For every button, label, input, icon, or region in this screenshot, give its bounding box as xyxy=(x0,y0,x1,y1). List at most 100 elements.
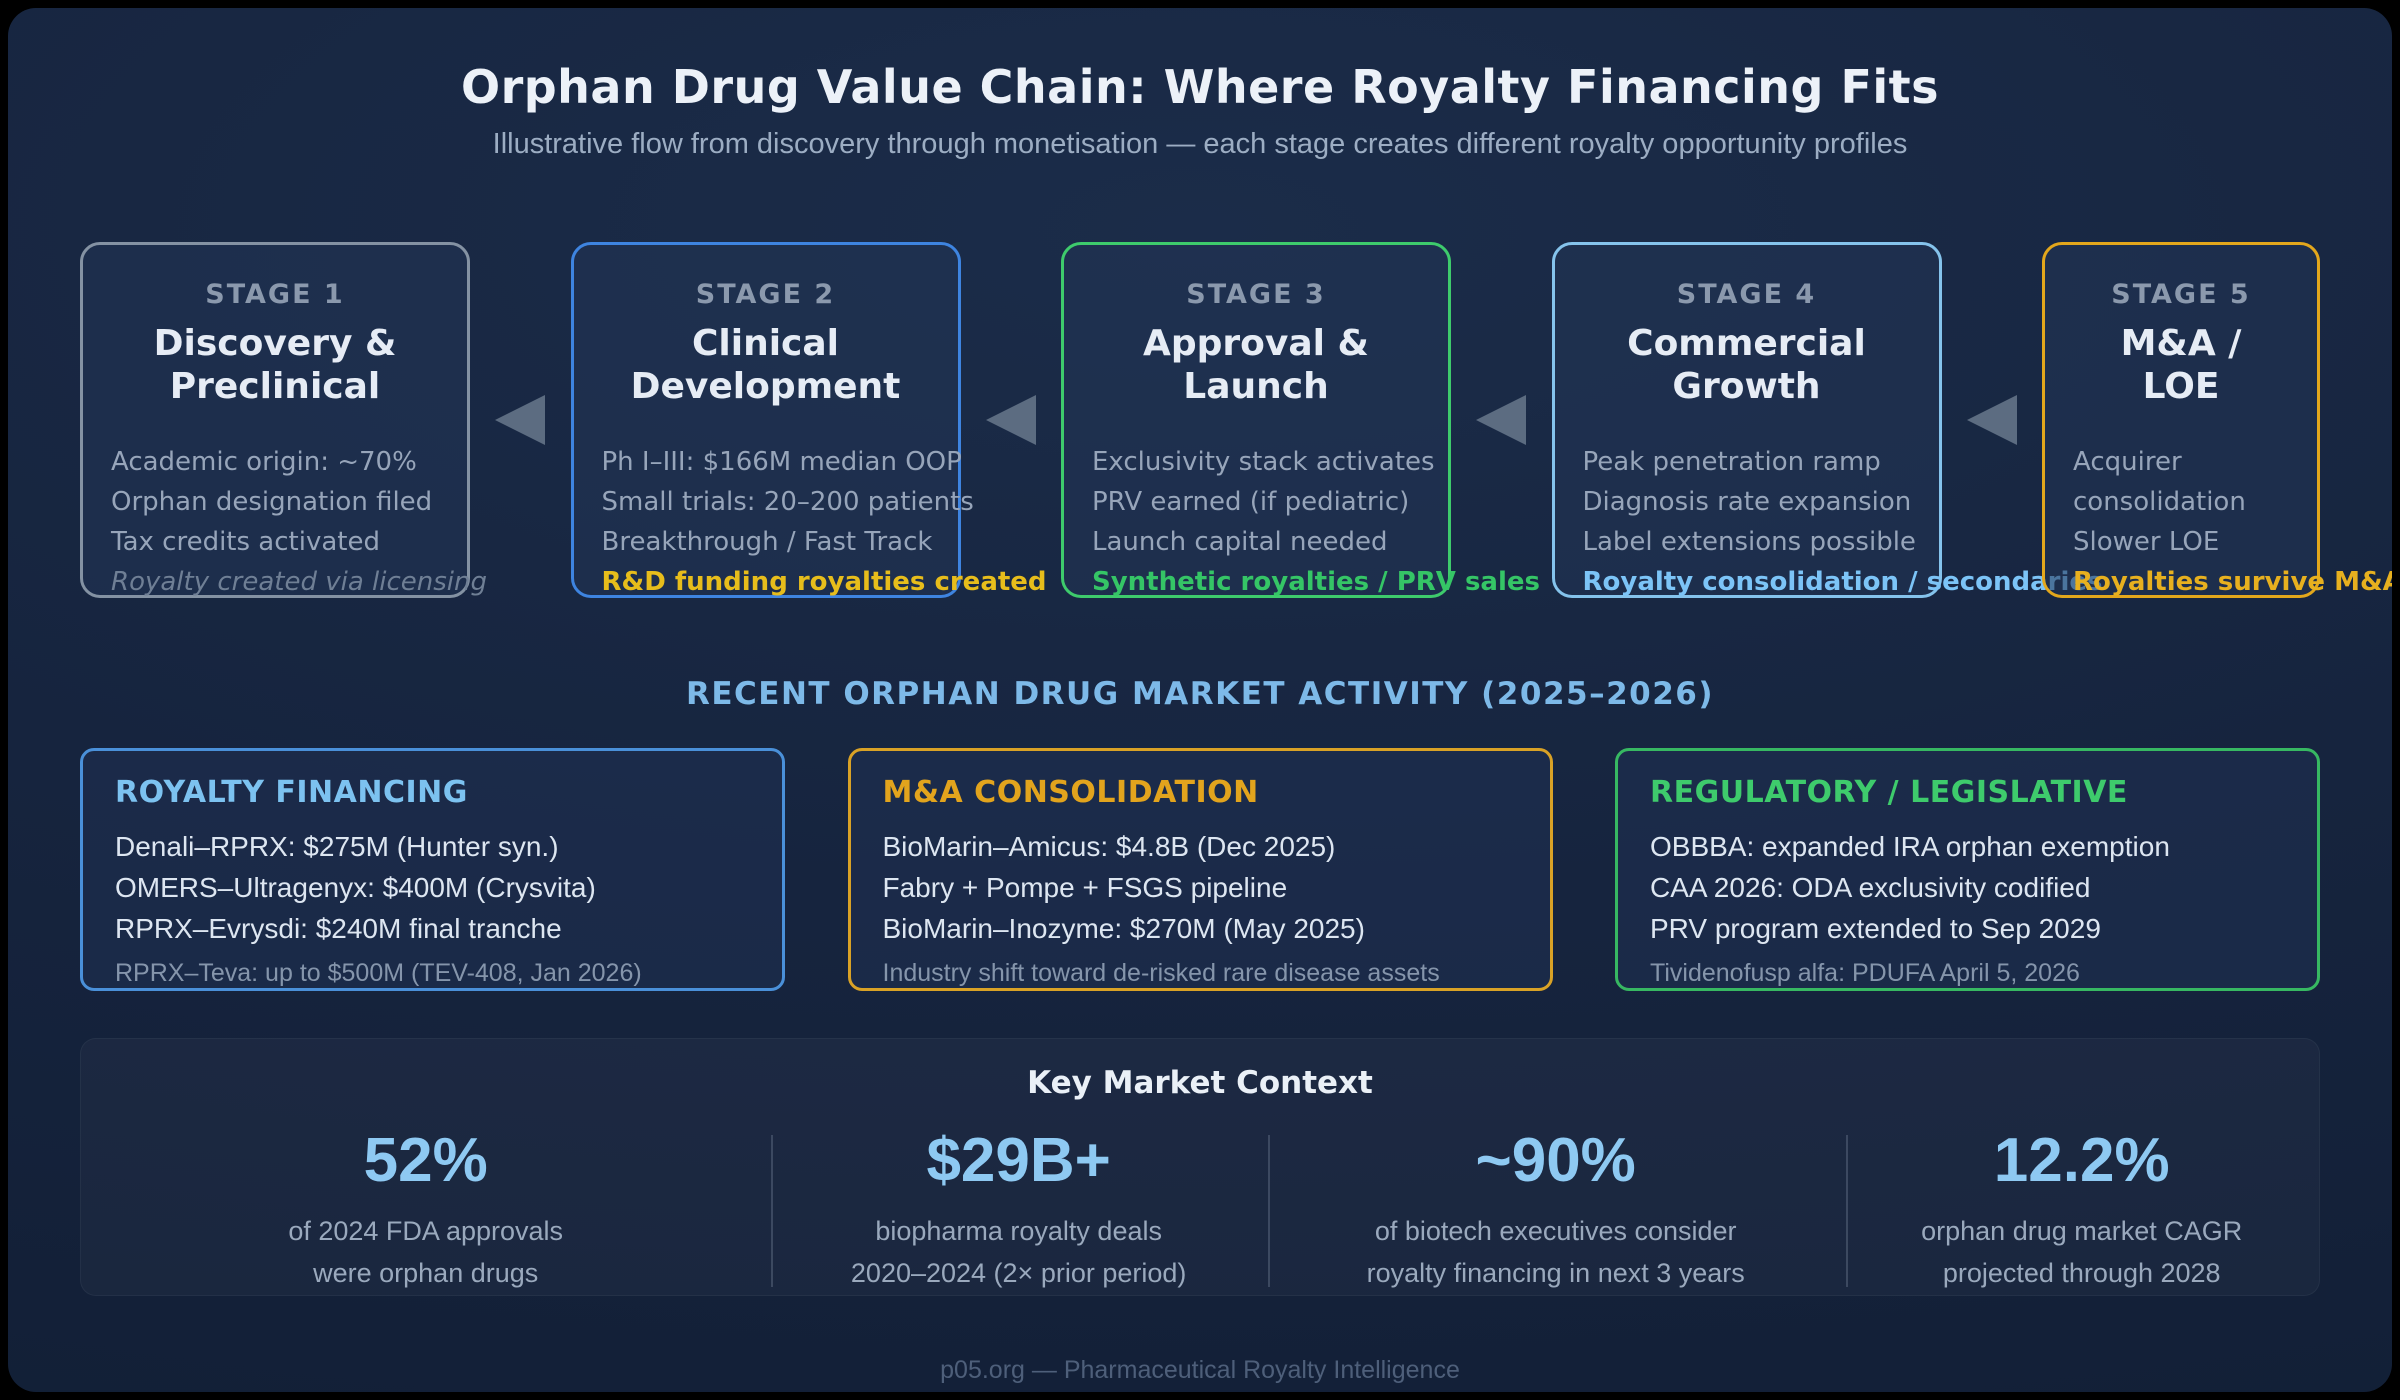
stat-exec-consideration: ~90% of biotech executives consider roya… xyxy=(1267,1126,1844,1295)
stage-card-3: STAGE 3 Approval & Launch Exclusivity st… xyxy=(1061,242,1540,598)
stage-title-line: Clinical xyxy=(691,323,840,364)
stat-caption-line: of biotech executives consider xyxy=(1374,1216,1737,1247)
market-line: RPRX–Evrysdi: $240M final tranche xyxy=(115,913,562,944)
market-card-heading: M&A CONSOLIDATION xyxy=(882,775,1259,810)
stage-features: Academic origin: ~70% Orphan designation… xyxy=(111,442,488,602)
stage-title-line: Discovery & xyxy=(153,323,397,364)
stat-value: 52% xyxy=(363,1126,488,1195)
stage-label: STAGE 5 xyxy=(2111,279,2251,310)
stage-feature: Launch capital needed xyxy=(1092,527,1388,558)
stat-caption: of biotech executives consider royalty f… xyxy=(1267,1211,1844,1295)
stat-caption: biopharma royalty deals 2020–2024 (2× pr… xyxy=(770,1211,1267,1295)
stage-label: STAGE 2 xyxy=(695,279,836,310)
market-card-ma-consolidation: M&A CONSOLIDATION BioMarin–Amicus: $4.8B… xyxy=(847,748,1553,991)
stage-label: STAGE 4 xyxy=(1676,279,1817,310)
stat-value: ~90% xyxy=(1475,1126,1636,1195)
context-stats: 52% of 2024 FDA approvals were orphan dr… xyxy=(81,1126,2319,1295)
stat-caption: of 2024 FDA approvals were orphan drugs xyxy=(81,1211,770,1295)
stage-feature: Exclusivity stack activates xyxy=(1092,447,1435,478)
stage-title-line: Approval & xyxy=(1143,323,1369,364)
stage-label: STAGE 3 xyxy=(1186,279,1326,310)
market-card-lines: BioMarin–Amicus: $4.8B (Dec 2025) Fabry … xyxy=(883,826,1518,949)
stat-caption-line: projected through 2028 xyxy=(1942,1258,2221,1289)
market-line: OBBBA: expanded IRA orphan exemption xyxy=(1650,831,2170,862)
market-line: PRV program extended to Sep 2029 xyxy=(1650,913,2101,944)
market-activity-row: ROYALTY FINANCING Denali–RPRX: $275M (Hu… xyxy=(80,748,2320,991)
stage-highlight: Royalty created via licensing xyxy=(111,567,488,598)
stage-feature: Ph I–III: $166M median OOP xyxy=(601,447,962,478)
stage-title: Commercial Growth xyxy=(1583,322,1911,408)
stat-caption: orphan drug market CAGR projected throug… xyxy=(1844,1211,2319,1295)
stage-title-line: Development xyxy=(630,366,901,408)
flow-arrow-left-icon xyxy=(1476,395,1527,445)
stage-feature: Small trials: 20–200 patients xyxy=(601,487,974,518)
market-card-regulatory-legislative: REGULATORY / LEGISLATIVE OBBBA: expanded… xyxy=(1615,748,2320,991)
stat-royalty-deals: $29B+ biopharma royalty deals 2020–2024 … xyxy=(770,1126,1267,1295)
stage-feature: Peak penetration ramp xyxy=(1582,447,1881,478)
market-line: BioMarin–Amicus: $4.8B (Dec 2025) xyxy=(882,831,1336,862)
stage-feature: Breakthrough / Fast Track xyxy=(601,527,933,558)
context-title: Key Market Context xyxy=(1027,1065,1373,1101)
stage-highlight: R&D funding royalties created xyxy=(601,567,1047,598)
stat-caption-line: were orphan drugs xyxy=(313,1258,539,1289)
stage-highlight: Royalty consolidation / secondaries xyxy=(1582,567,2103,598)
page-subtitle: Illustrative flow from discovery through… xyxy=(492,128,1908,160)
stage-card-4: STAGE 4 Commercial Growth Peak penetrati… xyxy=(1551,242,2103,598)
stage-card-2: STAGE 2 Clinical Development Ph I–III: $… xyxy=(570,242,1047,598)
stage-title: Discovery & Preclinical xyxy=(111,322,439,408)
stage-feature: Acquirer consolidation xyxy=(2073,447,2246,518)
stage-flow: STAGE 1 Discovery & Preclinical Academic… xyxy=(80,242,2392,598)
stat-divider xyxy=(771,1135,773,1287)
stat-market-cagr: 12.2% orphan drug market CAGR projected … xyxy=(1844,1126,2319,1295)
market-footnote: Industry shift toward de-risked rare dis… xyxy=(882,959,1440,987)
stage-title-line: M&A / xyxy=(2120,323,2242,364)
stage-feature: Label extensions possible xyxy=(1582,527,1916,558)
flow-arrow-left-icon xyxy=(495,395,546,445)
stat-caption-line: royalty financing in next 3 years xyxy=(1366,1258,1745,1289)
stage-title-line: Preclinical xyxy=(169,366,381,408)
market-card-lines: OBBBA: expanded IRA orphan exemption CAA… xyxy=(1650,826,2285,949)
stage-feature: Academic origin: ~70% xyxy=(111,447,417,478)
market-card-heading: ROYALTY FINANCING xyxy=(115,775,468,810)
stage-title-line: LOE xyxy=(2142,366,2220,408)
stage-title-line: Growth xyxy=(1672,366,1821,408)
stage-feature: PRV earned (if pediatric) xyxy=(1092,487,1410,518)
stage-feature: Orphan designation filed xyxy=(111,487,433,518)
stage-title-line: Launch xyxy=(1183,366,1329,408)
stage-card-5: STAGE 5 M&A / LOE Acquirer consolidation… xyxy=(2042,242,2392,598)
stat-value: 12.2% xyxy=(1993,1126,2170,1195)
flow-arrow-left-icon xyxy=(985,395,1036,445)
market-card-royalty-financing: ROYALTY FINANCING Denali–RPRX: $275M (Hu… xyxy=(80,748,785,991)
stage-label: STAGE 1 xyxy=(205,279,345,310)
infographic-canvas: Orphan Drug Value Chain: Where Royalty F… xyxy=(8,8,2392,1392)
stat-caption-line: orphan drug market CAGR xyxy=(1921,1216,2243,1247)
stage-highlight: Royalties survive M&A xyxy=(2073,567,2392,598)
stage-title: Clinical Development xyxy=(602,322,930,408)
stat-caption-line: biopharma royalty deals xyxy=(875,1216,1162,1247)
section-title-market-activity: RECENT ORPHAN DRUG MARKET ACTIVITY (2025… xyxy=(685,676,1715,712)
market-line: BioMarin–Inozyme: $270M (May 2025) xyxy=(882,913,1365,944)
market-line: Denali–RPRX: $275M (Hunter syn.) xyxy=(115,831,559,862)
market-footnote: Tividenofusp alfa: PDUFA April 5, 2026 xyxy=(1650,959,2080,987)
stage-highlight: Synthetic royalties / PRV sales xyxy=(1092,567,1540,598)
stage-title: Approval & Launch xyxy=(1092,322,1420,408)
stage-feature: Slower LOE xyxy=(2073,527,2220,558)
market-footnote: RPRX–Teva: up to $500M (TEV-408, Jan 202… xyxy=(115,959,642,987)
stage-features: Exclusivity stack activates PRV earned (… xyxy=(1092,442,1540,602)
market-card-lines: Denali–RPRX: $275M (Hunter syn.) OMERS–U… xyxy=(115,826,750,949)
stage-card-1: STAGE 1 Discovery & Preclinical Academic… xyxy=(80,242,487,598)
stage-title: M&A / LOE xyxy=(2073,322,2289,408)
market-card-heading: REGULATORY / LEGISLATIVE xyxy=(1650,775,2128,810)
market-line: Fabry + Pompe + FSGS pipeline xyxy=(882,872,1288,903)
footer-attribution: p05.org — Pharmaceutical Royalty Intelli… xyxy=(940,1356,1460,1384)
page-title: Orphan Drug Value Chain: Where Royalty F… xyxy=(460,60,1940,114)
stage-features: Acquirer consolidation Slower LOE Royalt… xyxy=(2073,442,2392,602)
market-line: OMERS–Ultragenyx: $400M (Crysvita) xyxy=(115,872,596,903)
stat-divider xyxy=(1268,1135,1270,1287)
stat-divider xyxy=(1846,1135,1848,1287)
key-market-context-panel: Key Market Context 52% of 2024 FDA appro… xyxy=(80,1038,2320,1296)
stat-caption-line: 2020–2024 (2× prior period) xyxy=(850,1258,1187,1289)
stat-value: $29B+ xyxy=(926,1126,1111,1195)
stage-feature: Diagnosis rate expansion xyxy=(1582,487,1912,518)
stage-features: Ph I–III: $166M median OOP Small trials:… xyxy=(601,442,1047,602)
